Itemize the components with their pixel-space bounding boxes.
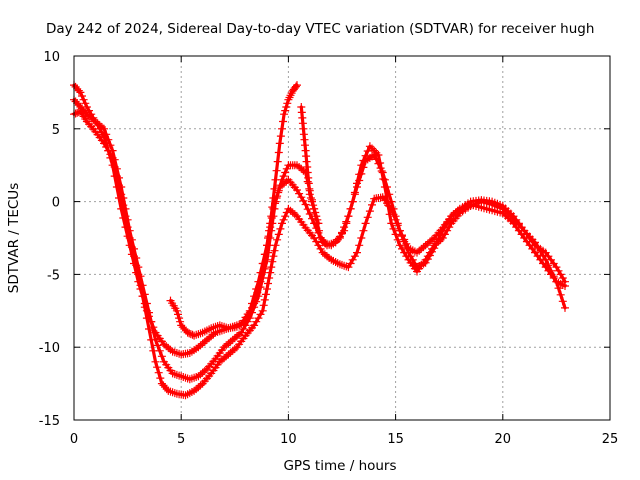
chart-title: Day 242 of 2024, Sidereal Day-to-day VTE… — [46, 21, 594, 37]
plot-frame — [73, 55, 611, 421]
x-tick-label: 10 — [280, 432, 297, 447]
y-axis-label: SDTVAR / TECUs — [6, 183, 22, 293]
data-layer — [70, 81, 569, 400]
x-tick-label: 20 — [495, 432, 512, 447]
x-tick-label: 25 — [602, 432, 619, 447]
tick-layer: 0 5 10 15 20 25 -15 -10 -5 0 5 10 — [39, 50, 619, 447]
y-tick-label: 0 — [52, 196, 60, 211]
y-tick-label: -10 — [39, 341, 60, 356]
y-tick-label: -15 — [39, 414, 60, 429]
series-track-4 — [166, 81, 301, 340]
y-tick-label: -5 — [47, 268, 60, 283]
grid-layer — [74, 56, 610, 420]
series-track-5 — [297, 103, 323, 228]
y-tick-label: 10 — [43, 50, 60, 65]
plus-markers — [166, 81, 301, 340]
x-tick-label: 5 — [177, 432, 185, 447]
plus-markers — [297, 103, 323, 228]
x-tick-label: 15 — [387, 432, 404, 447]
x-tick-label: 0 — [70, 432, 78, 447]
x-axis-label: GPS time / hours — [283, 458, 396, 474]
y-tick-label: 5 — [52, 123, 60, 138]
